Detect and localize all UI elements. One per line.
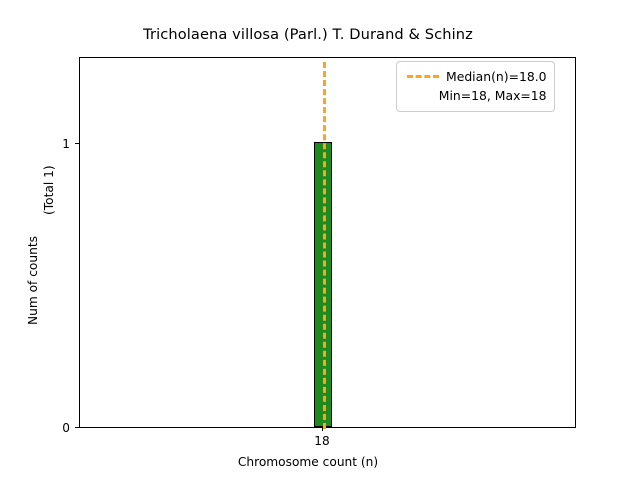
legend-entry-minmax-label: Min=18, Max=18 — [438, 88, 547, 103]
y-tick-mark-1 — [75, 142, 79, 144]
y-axis-label-line1-text: Num of counts — [26, 236, 40, 325]
y-axis-label-line2: (Total 1) — [42, 165, 56, 215]
median-line — [323, 62, 326, 429]
chart-legend: Median(n)=18.0 Min=18, Max=18 — [396, 61, 555, 112]
x-tick-mark-18 — [322, 427, 323, 431]
legend-entry-minmax: Min=18, Max=18 — [404, 86, 547, 105]
chart-title-text: Tricholaena villosa (Parl.) T. Durand & … — [143, 26, 473, 43]
x-axis-label: Chromosome count (n) — [0, 455, 640, 469]
x-tick-label-18: 18 — [314, 434, 330, 448]
y-axis-label-line1: Num of counts — [26, 236, 40, 325]
x-axis-label-text: Chromosome count (n) — [237, 455, 379, 469]
plot-area — [79, 57, 576, 429]
y-axis-label-line2-text: (Total 1) — [42, 165, 56, 215]
legend-entry-median-label: Median(n)=18.0 — [446, 69, 547, 84]
dashed-line-icon — [404, 67, 442, 86]
chart-title: Tricholaena villosa (Parl.) T. Durand & … — [0, 26, 640, 43]
y-tick-mark-0 — [75, 427, 79, 429]
y-tick-label-1: 1 — [62, 136, 70, 151]
legend-entry-median: Median(n)=18.0 — [404, 67, 547, 86]
y-tick-label-0: 0 — [62, 421, 70, 435]
